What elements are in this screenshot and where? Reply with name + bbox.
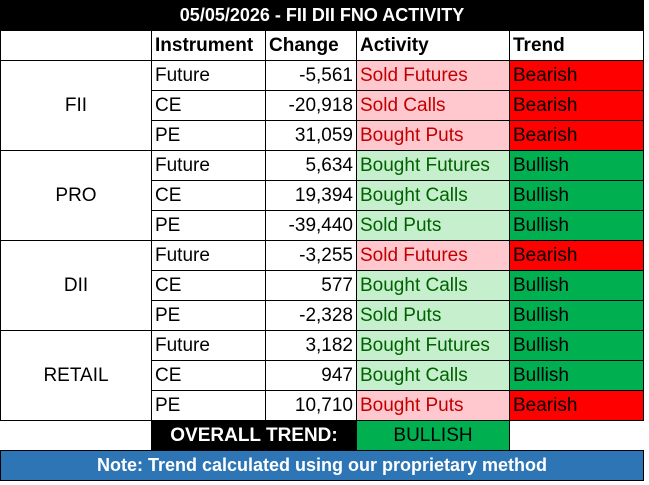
instrument-cell: CE [151,180,266,211]
instrument-cell: Future [151,330,266,361]
activity-cell: Sold Calls [356,90,510,121]
activity-cell: Bought Calls [356,180,510,211]
trend-cell: Bearish [508,120,645,151]
change-cell: 947 [265,360,357,391]
change-header: Change [265,30,357,61]
change-cell: 577 [265,270,357,301]
footer-note: Note: Trend calculated using our proprie… [0,450,645,481]
trend-cell: Bearish [508,60,645,91]
instrument-cell: PE [151,390,266,421]
table-row: PE -39,440 Sold Puts Bullish [1,210,645,241]
blank-cell [510,421,644,451]
instrument-cell: CE [151,270,266,301]
trend-cell: Bullish [508,300,645,331]
trend-cell: Bullish [508,360,645,391]
title-row: 05/05/2026 - FII DII FNO ACTIVITY [0,0,645,31]
entity-label: PRO [0,150,152,241]
activity-cell: Bought Futures [356,150,510,181]
table-row: RETAIL Future 3,182 Bought Futures Bullish [0,330,645,421]
table-row: CE -20,918 Sold Calls Bearish [1,90,645,121]
overall-row: OVERALL TREND: BULLISH [1,420,644,451]
activity-header: Activity [356,30,510,61]
trend-cell: Bullish [508,180,645,211]
activity-cell: Bought Calls [356,270,510,301]
trend-cell: Bearish [508,90,645,121]
change-cell: -3,255 [265,240,357,271]
change-cell: -39,440 [265,210,357,241]
table-row: PE 10,710 Bought Puts Bearish [1,390,645,421]
instrument-cell: PE [151,210,266,241]
change-cell: -20,918 [265,90,357,121]
trend-cell: Bullish [508,150,645,181]
activity-cell: Bought Futures [356,330,510,361]
instrument-cell: Future [151,240,266,271]
change-cell: -2,328 [265,300,357,331]
overall-trend-value: BULLISH [356,420,510,451]
entity-header-cell [0,30,152,61]
header-row: Instrument Change Activity Trend [0,30,645,61]
activity-cell: Sold Futures [356,240,510,271]
change-cell: -5,561 [265,60,357,91]
table-row: CE 19,394 Bought Calls Bullish [1,180,645,211]
instrument-header: Instrument [151,30,266,61]
instrument-cell: PE [151,120,266,151]
trend-cell: Bullish [508,330,645,361]
table-row: PRO Future 5,634 Bought Futures Bullish [0,150,645,241]
change-cell: 10,710 [265,390,357,421]
table-row: DII Future -3,255 Sold Futures Bearish [0,240,645,331]
activity-cell: Bought Calls [356,360,510,391]
entity-label: FII [0,60,152,151]
trend-cell: Bullish [508,270,645,301]
instrument-cell: CE [151,360,266,391]
sheet-title: 05/05/2026 - FII DII FNO ACTIVITY [0,0,645,31]
table-row: FII Future -5,561 Sold Futures Bearish [0,60,645,151]
entity-label: DII [0,240,152,331]
change-cell: 5,634 [265,150,357,181]
activity-cell: Sold Puts [356,210,510,241]
note-row: Note: Trend calculated using our proprie… [0,450,645,481]
trend-cell: Bearish [508,240,645,271]
activity-cell: Sold Futures [356,60,510,91]
table-row: PE -2,328 Sold Puts Bullish [1,300,645,331]
activity-cell: Bought Puts [356,390,510,421]
instrument-cell: Future [151,60,266,91]
trend-header: Trend [508,30,645,61]
blank-cell [1,421,152,451]
change-cell: 31,059 [265,120,357,151]
instrument-cell: PE [151,300,266,331]
table-row: CE 577 Bought Calls Bullish [1,270,645,301]
overall-trend-label: OVERALL TREND: [151,420,357,451]
table-row: PE 31,059 Bought Puts Bearish [1,120,645,151]
activity-cell: Bought Puts [356,120,510,151]
instrument-cell: CE [151,90,266,121]
change-cell: 19,394 [265,180,357,211]
entity-label: RETAIL [0,330,152,421]
trend-cell: Bullish [508,210,645,241]
change-cell: 3,182 [265,330,357,361]
activity-cell: Sold Puts [356,300,510,331]
instrument-cell: Future [151,150,266,181]
trend-cell: Bearish [508,390,645,421]
